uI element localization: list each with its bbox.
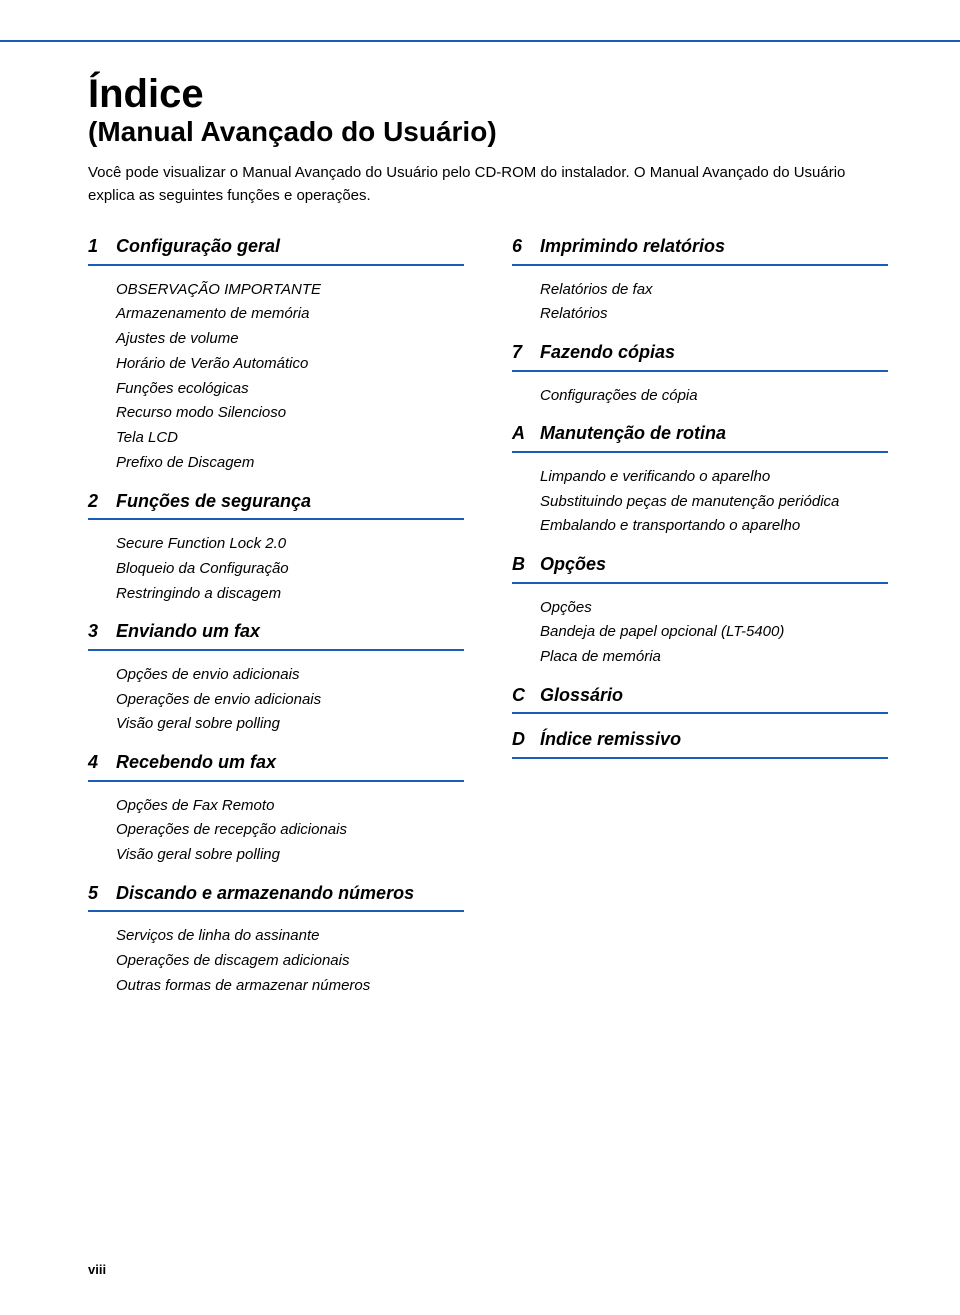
section-item: Horário de Verão Automático [116, 352, 464, 377]
section-head: 3Enviando um fax [88, 620, 464, 651]
section-number: 3 [88, 621, 116, 642]
section-items: OBSERVAÇÃO IMPORTANTEArmazenamento de me… [88, 278, 464, 476]
section-head: DÍndice remissivo [512, 728, 888, 759]
toc-section: 4Recebendo um fax Opções de Fax RemotoOpe… [88, 751, 464, 868]
section-items: Secure Function Lock 2.0Bloqueio da Conf… [88, 532, 464, 606]
section-number: B [512, 554, 540, 575]
section-title: Opções [540, 553, 606, 576]
toc-section: BOpçõesOpçõesBandeja de papel opcional (… [512, 553, 888, 670]
section-title: Manutenção de rotina [540, 422, 726, 445]
section-number: A [512, 423, 540, 444]
section-item: Bandeja de papel opcional (LT-5400) [540, 620, 888, 645]
section-item: Funções ecológicas [116, 377, 464, 402]
section-number: 6 [512, 236, 540, 257]
section-head: BOpções [512, 553, 888, 584]
toc-section: 6Imprimindo relatórios Relatórios de faxR… [512, 235, 888, 327]
left-column: 1Configuração geral OBSERVAÇÃO IMPORTANTE… [88, 235, 464, 1013]
toc-section: 2Funções de segurança Secure Function Loc… [88, 490, 464, 607]
section-item: Bloqueio da Configuração [116, 557, 464, 582]
section-items: Opções de Fax RemotoOperações de recepçã… [88, 794, 464, 868]
section-title: Glossário [540, 684, 623, 707]
section-head: 1Configuração geral [88, 235, 464, 266]
section-item: Relatórios de fax [540, 278, 888, 303]
section-head: 6Imprimindo relatórios [512, 235, 888, 266]
section-number: 7 [512, 342, 540, 363]
section-items: Opções de envio adicionaisOperações de e… [88, 663, 464, 737]
title-main: Índice [88, 72, 888, 116]
section-items: Relatórios de faxRelatórios [512, 278, 888, 328]
section-item: Relatórios [540, 302, 888, 327]
section-item: Serviços de linha do assinante [116, 924, 464, 949]
section-title: Índice remissivo [540, 728, 681, 751]
section-item: Embalando e transportando o aparelho [540, 514, 888, 539]
section-title: Imprimindo relatórios [540, 235, 725, 258]
section-number: 5 [88, 883, 116, 904]
section-head: AManutenção de rotina [512, 422, 888, 453]
section-item: Configurações de cópia [540, 384, 888, 409]
section-title: Funções de segurança [116, 490, 311, 513]
page-content: Índice (Manual Avançado do Usuário) Você… [0, 0, 960, 1013]
section-item: Visão geral sobre polling [116, 843, 464, 868]
section-items: OpçõesBandeja de papel opcional (LT-5400… [512, 596, 888, 670]
toc-section: DÍndice remissivo [512, 728, 888, 759]
top-rule [0, 40, 960, 42]
toc-section: 3Enviando um fax Opções de envio adiciona… [88, 620, 464, 737]
section-number: 2 [88, 491, 116, 512]
toc-columns: 1Configuração geral OBSERVAÇÃO IMPORTANTE… [88, 235, 888, 1013]
section-head: CGlossário [512, 684, 888, 715]
section-item: Substituindo peças de manutenção periódi… [540, 490, 888, 515]
section-item: Placa de memória [540, 645, 888, 670]
section-items: Configurações de cópia [512, 384, 888, 409]
section-number: 1 [88, 236, 116, 257]
toc-section: CGlossário [512, 684, 888, 715]
section-items: Limpando e verificando o aparelhoSubstit… [512, 465, 888, 539]
toc-section: 1Configuração geral OBSERVAÇÃO IMPORTANTE… [88, 235, 464, 476]
section-number: C [512, 685, 540, 706]
intro-text: Você pode visualizar o Manual Avançado d… [88, 162, 888, 207]
section-head: 7Fazendo cópias [512, 341, 888, 372]
section-item: Operações de discagem adicionais [116, 949, 464, 974]
section-item: Recurso modo Silencioso [116, 401, 464, 426]
toc-section: AManutenção de rotina Limpando e verifica… [512, 422, 888, 539]
section-title: Discando e armazenando números [116, 882, 414, 905]
page-number: viii [88, 1262, 106, 1277]
section-item: Outras formas de armazenar números [116, 974, 464, 999]
section-item: Secure Function Lock 2.0 [116, 532, 464, 557]
section-item: Tela LCD [116, 426, 464, 451]
section-head: 2Funções de segurança [88, 490, 464, 521]
right-column: 6Imprimindo relatórios Relatórios de faxR… [512, 235, 888, 1013]
title-sub: (Manual Avançado do Usuário) [88, 116, 888, 148]
section-item: Ajustes de volume [116, 327, 464, 352]
section-number: D [512, 729, 540, 750]
section-item: Prefixo de Discagem [116, 451, 464, 476]
section-item: OBSERVAÇÃO IMPORTANTE [116, 278, 464, 303]
section-title: Recebendo um fax [116, 751, 276, 774]
section-item: Visão geral sobre polling [116, 712, 464, 737]
section-item: Opções de envio adicionais [116, 663, 464, 688]
section-item: Operações de recepção adicionais [116, 818, 464, 843]
section-item: Limpando e verificando o aparelho [540, 465, 888, 490]
section-number: 4 [88, 752, 116, 773]
section-item: Armazenamento de memória [116, 302, 464, 327]
toc-section: 5Discando e armazenando números Serviços … [88, 882, 464, 999]
toc-section: 7Fazendo cópias Configurações de cópia [512, 341, 888, 408]
section-head: 4Recebendo um fax [88, 751, 464, 782]
section-item: Opções [540, 596, 888, 621]
section-head: 5Discando e armazenando números [88, 882, 464, 913]
section-item: Restringindo a discagem [116, 582, 464, 607]
section-title: Configuração geral [116, 235, 280, 258]
section-item: Opções de Fax Remoto [116, 794, 464, 819]
section-items: Serviços de linha do assinanteOperações … [88, 924, 464, 998]
section-item: Operações de envio adicionais [116, 688, 464, 713]
section-title: Enviando um fax [116, 620, 260, 643]
section-title: Fazendo cópias [540, 341, 675, 364]
